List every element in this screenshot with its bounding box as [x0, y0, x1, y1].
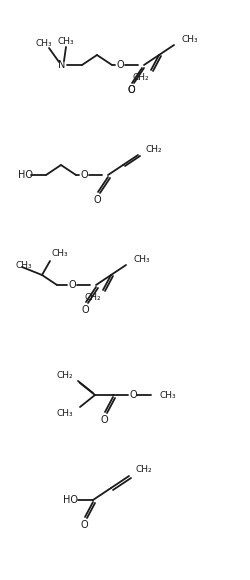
Text: O: O	[127, 85, 135, 95]
Text: HO: HO	[18, 170, 33, 180]
Text: CH₂: CH₂	[84, 292, 101, 302]
Text: CH₃: CH₃	[58, 37, 74, 45]
Text: CH₂: CH₂	[136, 466, 152, 474]
Text: CH₃: CH₃	[36, 38, 52, 48]
Text: HO: HO	[63, 495, 78, 505]
Text: CH₂: CH₂	[132, 72, 149, 82]
Text: CH₃: CH₃	[181, 35, 198, 45]
Text: CH₂: CH₂	[56, 372, 73, 380]
Text: O: O	[80, 170, 88, 180]
Text: O: O	[100, 415, 108, 425]
Text: O: O	[80, 520, 88, 530]
Text: O: O	[116, 60, 124, 70]
Text: CH₃: CH₃	[133, 256, 150, 264]
Text: O: O	[129, 390, 137, 400]
Text: CH₃: CH₃	[15, 260, 32, 270]
Text: CH₃: CH₃	[56, 408, 73, 418]
Text: O: O	[68, 280, 76, 290]
Text: O: O	[127, 85, 135, 95]
Text: CH₂: CH₂	[145, 146, 162, 154]
Text: O: O	[93, 195, 101, 205]
Text: CH₃: CH₃	[52, 248, 68, 258]
Text: N: N	[58, 60, 66, 70]
Text: CH₃: CH₃	[159, 390, 176, 400]
Text: O: O	[81, 305, 89, 315]
